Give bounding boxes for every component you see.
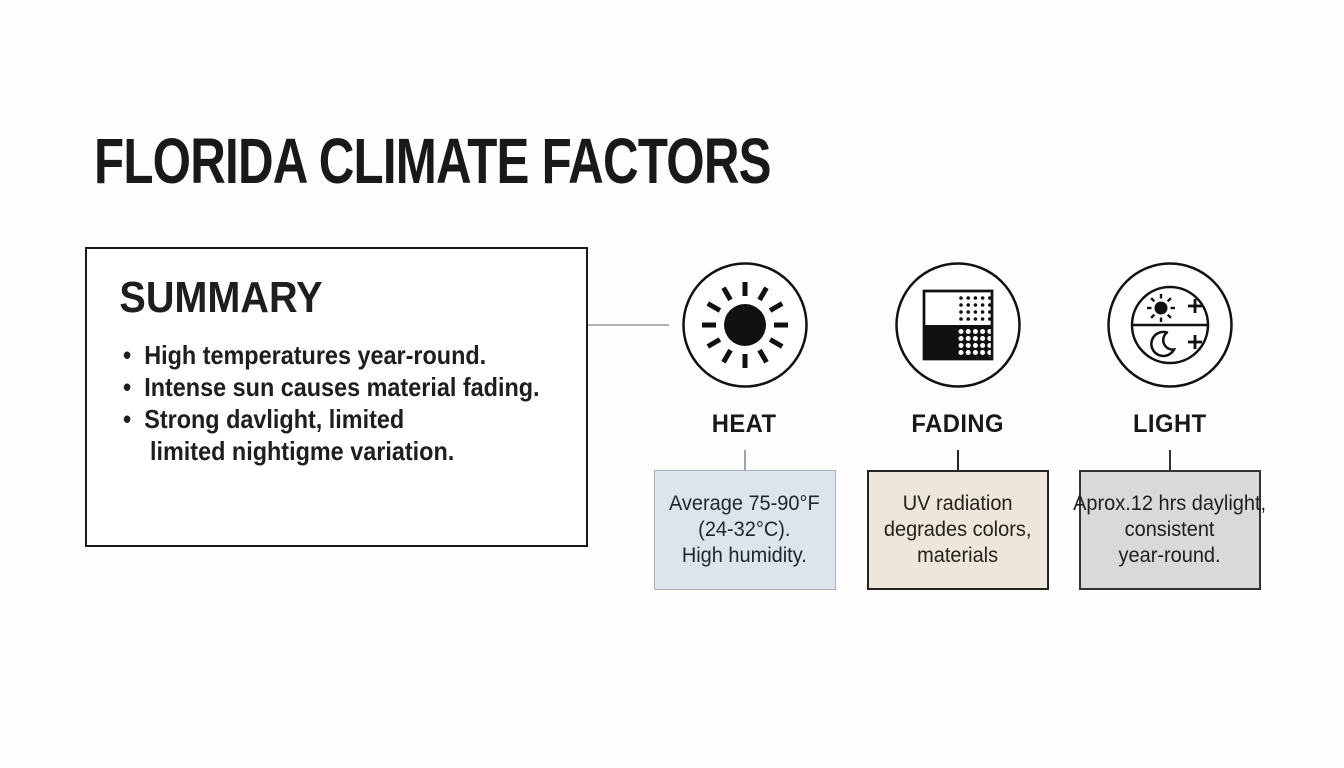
heat-label-to-box-connector-line: [743, 450, 746, 470]
fading-detail-box: UV radiation degrades colors, materials: [866, 470, 1049, 590]
fading-description: UV radiation degrades colors, materials: [883, 492, 1032, 567]
summary-box: SUMMARY High temperatures year-round. In…: [85, 247, 588, 547]
factor-column-fading: FADING UV radiation degrades colors, mat…: [865, 261, 1050, 590]
heat-description: Average 75-90°F (24-32°C). High humidity…: [669, 492, 820, 567]
heat-detail-box: Average 75-90°F (24-32°C). High humidity…: [653, 470, 836, 590]
light-description: Aprox.12 hrs daylight, consistent year-r…: [1073, 492, 1266, 567]
fading-swatch-icon: [894, 262, 1021, 388]
sun-icon: [681, 262, 808, 388]
page-title: FLORIDA CLIMATE FACTORS: [94, 125, 772, 197]
factor-label-fading: FADING: [911, 410, 1004, 438]
factor-column-heat: HEAT Average 75-90°F (24-32°C). High hum…: [652, 261, 837, 590]
summary-bullet-2: Intense sun causes material fading.: [123, 371, 585, 403]
factor-label-heat: HEAT: [712, 410, 777, 438]
summary-bullet-3: Strong davlight, limited limited nightig…: [123, 403, 585, 467]
fading-label-to-box-connector-line: [956, 450, 959, 470]
light-label-to-box-connector-line: [1168, 450, 1171, 470]
factor-label-light: LIGHT: [1132, 410, 1207, 438]
light-detail-box: Aprox.12 hrs daylight, consistent year-r…: [1073, 470, 1266, 590]
factor-column-light: LIGHT Aprox.12 hrs daylight, consistent …: [1073, 261, 1266, 590]
day-night-icon: [1106, 262, 1233, 388]
summary-content: SUMMARY High temperatures year-round. In…: [87, 273, 585, 467]
summary-bullet-list: High temperatures year-round. Intense su…: [123, 339, 585, 467]
summary-to-heat-connector-line: [588, 324, 669, 326]
summary-bullet-1: High temperatures year-round.: [123, 339, 585, 371]
summary-heading: SUMMARY: [119, 273, 323, 322]
